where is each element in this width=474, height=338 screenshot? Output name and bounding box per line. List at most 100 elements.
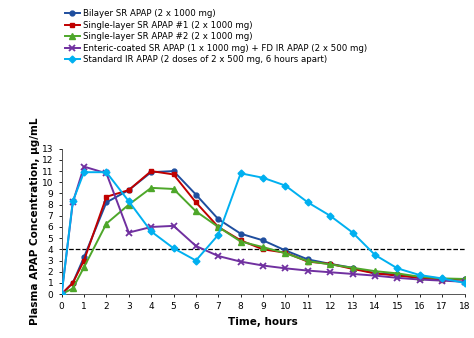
Single-layer SR APAP #2 (2 x 1000 mg) xyxy=(417,275,423,279)
Single-layer SR APAP #1 (2 x 1000 mg) xyxy=(462,277,467,282)
Single-layer SR APAP #1 (2 x 1000 mg) xyxy=(171,172,176,176)
Enteric-coated SR APAP (1 x 1000 mg) + FD IR APAP (2 x 500 mg) xyxy=(350,272,356,276)
Single-layer SR APAP #1 (2 x 1000 mg) xyxy=(216,225,221,229)
Single-layer SR APAP #1 (2 x 1000 mg) xyxy=(350,267,356,271)
Standard IR APAP (2 doses of 2 x 500 mg, 6 hours apart) xyxy=(193,259,199,263)
Single-layer SR APAP #2 (2 x 1000 mg) xyxy=(283,251,288,255)
Bilayer SR APAP (2 x 1000 mg) xyxy=(126,188,132,192)
Single-layer SR APAP #1 (2 x 1000 mg) xyxy=(283,251,288,255)
Bilayer SR APAP (2 x 1000 mg) xyxy=(462,277,467,281)
Single-layer SR APAP #1 (2 x 1000 mg) xyxy=(126,188,132,192)
Single-layer SR APAP #2 (2 x 1000 mg) xyxy=(439,276,445,281)
Enteric-coated SR APAP (1 x 1000 mg) + FD IR APAP (2 x 500 mg) xyxy=(171,224,176,228)
Enteric-coated SR APAP (1 x 1000 mg) + FD IR APAP (2 x 500 mg) xyxy=(103,171,109,175)
Bilayer SR APAP (2 x 1000 mg) xyxy=(103,200,109,204)
Enteric-coated SR APAP (1 x 1000 mg) + FD IR APAP (2 x 500 mg) xyxy=(462,280,467,284)
Single-layer SR APAP #2 (2 x 1000 mg) xyxy=(372,269,378,273)
Bilayer SR APAP (2 x 1000 mg) xyxy=(148,170,154,174)
Standard IR APAP (2 doses of 2 x 500 mg, 6 hours apart) xyxy=(372,253,378,257)
Enteric-coated SR APAP (1 x 1000 mg) + FD IR APAP (2 x 500 mg) xyxy=(70,200,76,204)
Enteric-coated SR APAP (1 x 1000 mg) + FD IR APAP (2 x 500 mg) xyxy=(216,254,221,258)
Bilayer SR APAP (2 x 1000 mg) xyxy=(59,292,64,296)
Bilayer SR APAP (2 x 1000 mg) xyxy=(394,272,400,276)
Single-layer SR APAP #2 (2 x 1000 mg) xyxy=(216,225,221,229)
Bilayer SR APAP (2 x 1000 mg) xyxy=(283,248,288,252)
Standard IR APAP (2 doses of 2 x 500 mg, 6 hours apart) xyxy=(439,276,445,281)
Single-layer SR APAP #2 (2 x 1000 mg) xyxy=(238,240,244,244)
Line: Single-layer SR APAP #1 (2 x 1000 mg): Single-layer SR APAP #1 (2 x 1000 mg) xyxy=(59,169,467,296)
Bilayer SR APAP (2 x 1000 mg) xyxy=(70,281,76,285)
Enteric-coated SR APAP (1 x 1000 mg) + FD IR APAP (2 x 500 mg) xyxy=(394,276,400,280)
Standard IR APAP (2 doses of 2 x 500 mg, 6 hours apart) xyxy=(81,170,87,174)
Single-layer SR APAP #1 (2 x 1000 mg) xyxy=(103,195,109,199)
Enteric-coated SR APAP (1 x 1000 mg) + FD IR APAP (2 x 500 mg) xyxy=(148,225,154,229)
Standard IR APAP (2 doses of 2 x 500 mg, 6 hours apart) xyxy=(305,200,310,204)
Single-layer SR APAP #1 (2 x 1000 mg) xyxy=(439,277,445,282)
Line: Single-layer SR APAP #2 (2 x 1000 mg): Single-layer SR APAP #2 (2 x 1000 mg) xyxy=(59,185,467,297)
Enteric-coated SR APAP (1 x 1000 mg) + FD IR APAP (2 x 500 mg) xyxy=(59,292,64,296)
Bilayer SR APAP (2 x 1000 mg) xyxy=(305,257,310,261)
Legend: Bilayer SR APAP (2 x 1000 mg), Single-layer SR APAP #1 (2 x 1000 mg), Single-lay: Bilayer SR APAP (2 x 1000 mg), Single-la… xyxy=(61,6,371,68)
Single-layer SR APAP #2 (2 x 1000 mg) xyxy=(260,245,266,249)
Enteric-coated SR APAP (1 x 1000 mg) + FD IR APAP (2 x 500 mg) xyxy=(238,260,244,264)
Bilayer SR APAP (2 x 1000 mg) xyxy=(171,169,176,173)
Bilayer SR APAP (2 x 1000 mg) xyxy=(193,193,199,197)
Standard IR APAP (2 doses of 2 x 500 mg, 6 hours apart) xyxy=(216,233,221,237)
Standard IR APAP (2 doses of 2 x 500 mg, 6 hours apart) xyxy=(394,266,400,270)
Single-layer SR APAP #1 (2 x 1000 mg) xyxy=(238,238,244,242)
Bilayer SR APAP (2 x 1000 mg) xyxy=(439,277,445,281)
X-axis label: Time, hours: Time, hours xyxy=(228,317,298,327)
Bilayer SR APAP (2 x 1000 mg) xyxy=(350,266,356,270)
Standard IR APAP (2 doses of 2 x 500 mg, 6 hours apart) xyxy=(260,176,266,180)
Standard IR APAP (2 doses of 2 x 500 mg, 6 hours apart) xyxy=(328,214,333,218)
Single-layer SR APAP #2 (2 x 1000 mg) xyxy=(81,265,87,269)
Standard IR APAP (2 doses of 2 x 500 mg, 6 hours apart) xyxy=(238,171,244,175)
Enteric-coated SR APAP (1 x 1000 mg) + FD IR APAP (2 x 500 mg) xyxy=(417,277,423,282)
Standard IR APAP (2 doses of 2 x 500 mg, 6 hours apart) xyxy=(462,281,467,285)
Enteric-coated SR APAP (1 x 1000 mg) + FD IR APAP (2 x 500 mg) xyxy=(193,244,199,248)
Single-layer SR APAP #2 (2 x 1000 mg) xyxy=(305,259,310,263)
Standard IR APAP (2 doses of 2 x 500 mg, 6 hours apart) xyxy=(171,246,176,250)
Enteric-coated SR APAP (1 x 1000 mg) + FD IR APAP (2 x 500 mg) xyxy=(283,266,288,270)
Bilayer SR APAP (2 x 1000 mg) xyxy=(81,255,87,259)
Bilayer SR APAP (2 x 1000 mg) xyxy=(328,262,333,266)
Single-layer SR APAP #2 (2 x 1000 mg) xyxy=(193,209,199,213)
Single-layer SR APAP #1 (2 x 1000 mg) xyxy=(193,200,199,204)
Standard IR APAP (2 doses of 2 x 500 mg, 6 hours apart) xyxy=(283,184,288,188)
Bilayer SR APAP (2 x 1000 mg) xyxy=(260,238,266,242)
Y-axis label: Plasma APAP Concentration, µg/mL: Plasma APAP Concentration, µg/mL xyxy=(30,118,40,325)
Single-layer SR APAP #2 (2 x 1000 mg) xyxy=(350,266,356,270)
Bilayer SR APAP (2 x 1000 mg) xyxy=(238,232,244,236)
Single-layer SR APAP #1 (2 x 1000 mg) xyxy=(328,262,333,266)
Enteric-coated SR APAP (1 x 1000 mg) + FD IR APAP (2 x 500 mg) xyxy=(260,264,266,268)
Bilayer SR APAP (2 x 1000 mg) xyxy=(417,276,423,280)
Enteric-coated SR APAP (1 x 1000 mg) + FD IR APAP (2 x 500 mg) xyxy=(305,269,310,273)
Enteric-coated SR APAP (1 x 1000 mg) + FD IR APAP (2 x 500 mg) xyxy=(328,270,333,274)
Single-layer SR APAP #2 (2 x 1000 mg) xyxy=(59,292,64,296)
Enteric-coated SR APAP (1 x 1000 mg) + FD IR APAP (2 x 500 mg) xyxy=(439,279,445,283)
Single-layer SR APAP #2 (2 x 1000 mg) xyxy=(126,202,132,207)
Line: Standard IR APAP (2 doses of 2 x 500 mg, 6 hours apart): Standard IR APAP (2 doses of 2 x 500 mg,… xyxy=(59,170,467,296)
Single-layer SR APAP #2 (2 x 1000 mg) xyxy=(394,271,400,275)
Bilayer SR APAP (2 x 1000 mg) xyxy=(372,271,378,275)
Single-layer SR APAP #1 (2 x 1000 mg) xyxy=(81,259,87,263)
Standard IR APAP (2 doses of 2 x 500 mg, 6 hours apart) xyxy=(70,199,76,203)
Single-layer SR APAP #1 (2 x 1000 mg) xyxy=(59,292,64,296)
Line: Enteric-coated SR APAP (1 x 1000 mg) + FD IR APAP (2 x 500 mg): Enteric-coated SR APAP (1 x 1000 mg) + F… xyxy=(58,163,468,297)
Single-layer SR APAP #1 (2 x 1000 mg) xyxy=(305,260,310,264)
Standard IR APAP (2 doses of 2 x 500 mg, 6 hours apart) xyxy=(350,231,356,235)
Standard IR APAP (2 doses of 2 x 500 mg, 6 hours apart) xyxy=(148,230,154,234)
Enteric-coated SR APAP (1 x 1000 mg) + FD IR APAP (2 x 500 mg) xyxy=(81,165,87,169)
Single-layer SR APAP #1 (2 x 1000 mg) xyxy=(417,276,423,280)
Single-layer SR APAP #1 (2 x 1000 mg) xyxy=(372,271,378,275)
Standard IR APAP (2 doses of 2 x 500 mg, 6 hours apart) xyxy=(126,199,132,203)
Single-layer SR APAP #1 (2 x 1000 mg) xyxy=(148,169,154,173)
Single-layer SR APAP #1 (2 x 1000 mg) xyxy=(394,273,400,277)
Single-layer SR APAP #1 (2 x 1000 mg) xyxy=(260,247,266,251)
Single-layer SR APAP #1 (2 x 1000 mg) xyxy=(70,281,76,285)
Single-layer SR APAP #2 (2 x 1000 mg) xyxy=(171,187,176,191)
Line: Bilayer SR APAP (2 x 1000 mg): Bilayer SR APAP (2 x 1000 mg) xyxy=(59,169,467,296)
Enteric-coated SR APAP (1 x 1000 mg) + FD IR APAP (2 x 500 mg) xyxy=(372,273,378,277)
Enteric-coated SR APAP (1 x 1000 mg) + FD IR APAP (2 x 500 mg) xyxy=(126,231,132,235)
Standard IR APAP (2 doses of 2 x 500 mg, 6 hours apart) xyxy=(59,292,64,296)
